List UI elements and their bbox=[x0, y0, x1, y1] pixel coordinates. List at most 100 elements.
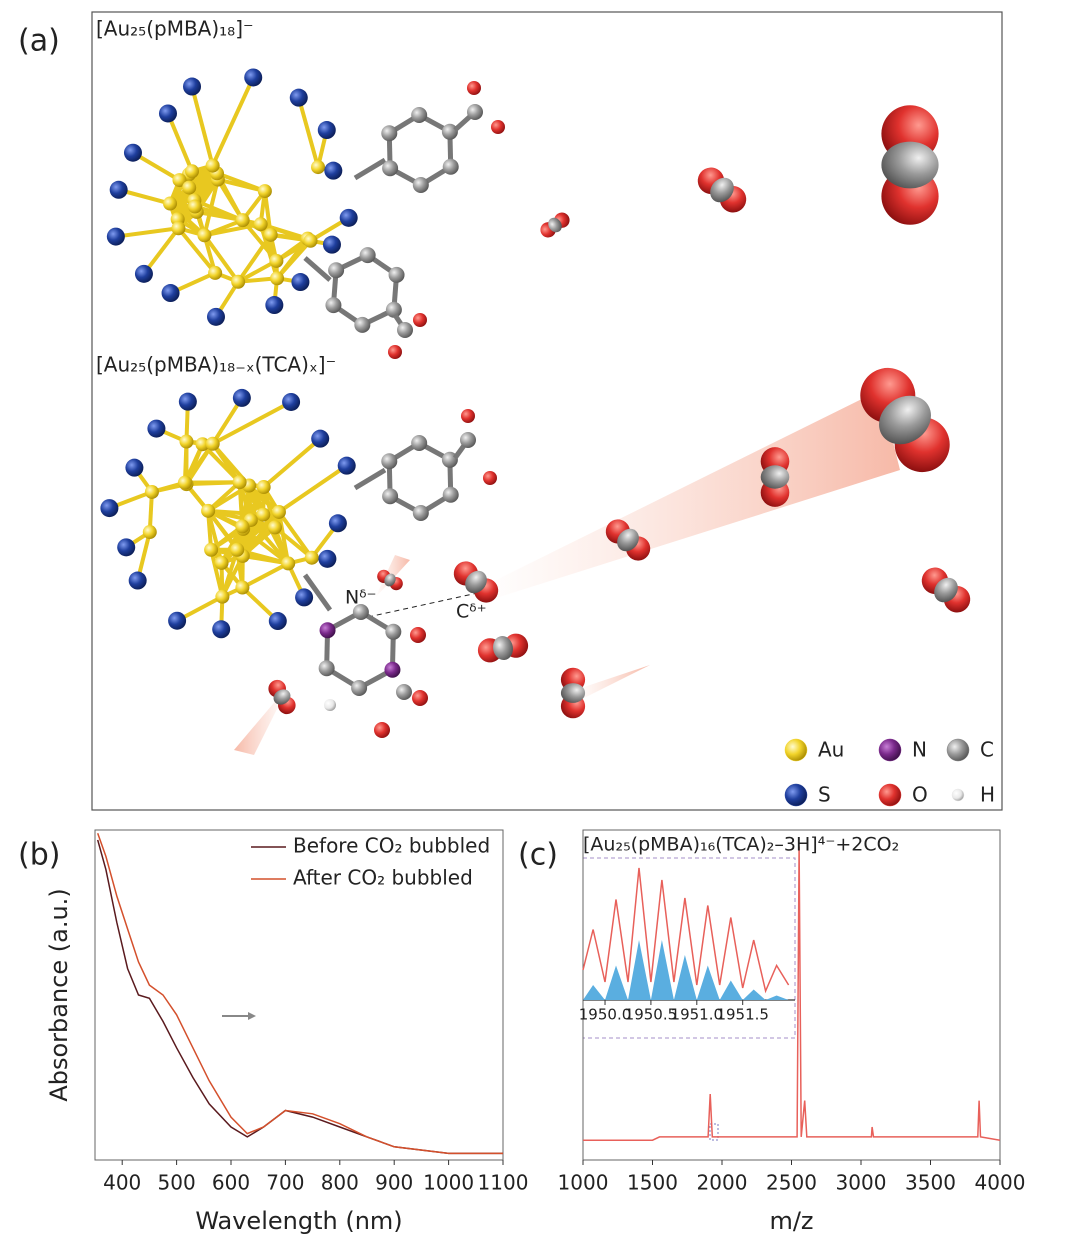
x-tick-label: 400 bbox=[103, 1171, 141, 1195]
atom-s bbox=[329, 514, 347, 532]
atom bbox=[354, 317, 370, 333]
chart-title: [Au₂₅(pMBA)₁₆(TCA)₂–3H]⁴⁻+2CO₂ bbox=[583, 834, 899, 856]
atom-s bbox=[117, 538, 135, 556]
legend-swatch bbox=[952, 789, 964, 801]
atom-s bbox=[323, 236, 341, 254]
panel-label: (c) bbox=[518, 838, 558, 873]
atom-au bbox=[185, 164, 199, 178]
x-tick-label: 2500 bbox=[766, 1171, 817, 1195]
atom-s bbox=[290, 89, 308, 107]
bond bbox=[299, 98, 318, 167]
atom bbox=[374, 722, 390, 738]
bond bbox=[192, 87, 213, 166]
motion-trail bbox=[480, 390, 900, 600]
atom bbox=[413, 505, 429, 521]
atom bbox=[413, 313, 427, 327]
atom-au bbox=[256, 508, 270, 522]
x-tick-label: 500 bbox=[158, 1171, 196, 1195]
x-tick-label: 800 bbox=[321, 1171, 359, 1195]
atom-s bbox=[269, 612, 287, 630]
co2 bbox=[916, 562, 975, 618]
atom-au bbox=[215, 556, 229, 570]
atom-au bbox=[304, 234, 318, 248]
atom bbox=[491, 120, 505, 134]
x-tick-label: 3500 bbox=[905, 1171, 956, 1195]
x-tick-label: 1000 bbox=[423, 1171, 474, 1195]
legend-label: S bbox=[818, 783, 831, 807]
area bbox=[583, 940, 789, 1000]
x-tick-label: 1951.5 bbox=[716, 1006, 769, 1024]
atom-s bbox=[179, 393, 197, 411]
molecular-art bbox=[100, 68, 975, 755]
panel-label: (b) bbox=[18, 838, 60, 873]
atom-s bbox=[318, 121, 336, 139]
x-tick-label: 1500 bbox=[627, 1171, 678, 1195]
legend-swatch bbox=[879, 784, 901, 806]
x-axis-label: m/z bbox=[769, 1207, 813, 1235]
legend-swatch bbox=[785, 739, 807, 761]
atom-s bbox=[162, 284, 180, 302]
atom-s bbox=[159, 104, 177, 122]
atom bbox=[443, 159, 459, 175]
motion-trail bbox=[575, 665, 650, 700]
atom bbox=[411, 107, 427, 123]
atom-s bbox=[168, 612, 186, 630]
atom bbox=[384, 662, 400, 678]
atom-s bbox=[135, 265, 153, 283]
atom bbox=[386, 302, 402, 318]
x-tick-label: 1950.5 bbox=[625, 1006, 678, 1024]
atom-au bbox=[281, 556, 295, 570]
atom-au bbox=[188, 200, 202, 214]
y-axis-label: Absorbance (a.u.) bbox=[45, 888, 73, 1101]
x-tick-label: 3000 bbox=[836, 1171, 887, 1195]
atom-c bbox=[761, 465, 790, 488]
bond bbox=[279, 466, 347, 512]
x-tick-label: 700 bbox=[266, 1171, 304, 1195]
atom bbox=[483, 471, 497, 485]
atom-au bbox=[171, 221, 185, 235]
atom-au bbox=[236, 213, 250, 227]
atom bbox=[381, 453, 397, 469]
atom-au bbox=[254, 217, 268, 231]
atom-s bbox=[212, 620, 230, 638]
bond bbox=[355, 160, 385, 178]
atom-au bbox=[178, 476, 192, 490]
atom bbox=[411, 435, 427, 451]
x-tick-label: 900 bbox=[375, 1171, 413, 1195]
atom-s bbox=[318, 550, 336, 568]
atom bbox=[443, 487, 459, 503]
atom-au bbox=[235, 519, 249, 533]
atom-au bbox=[206, 437, 220, 451]
x-tick-label: 1951.0 bbox=[671, 1006, 724, 1024]
atom-au bbox=[233, 475, 247, 489]
atom-au bbox=[235, 581, 249, 595]
x-tick-label: 1950.0 bbox=[579, 1006, 632, 1024]
atom bbox=[442, 124, 458, 140]
atom-s bbox=[107, 228, 125, 246]
atom bbox=[388, 345, 402, 359]
atom-s bbox=[129, 572, 147, 590]
legend-label: Before CO₂ bubbled bbox=[293, 834, 490, 858]
atom bbox=[324, 699, 336, 711]
bond bbox=[355, 470, 385, 488]
atom-c bbox=[881, 142, 938, 189]
legend-swatch bbox=[879, 739, 901, 761]
atom-au bbox=[182, 181, 196, 195]
atom bbox=[382, 488, 398, 504]
atom-au bbox=[206, 159, 220, 173]
atom-au bbox=[231, 275, 245, 289]
atom-s bbox=[282, 393, 300, 411]
atom bbox=[460, 432, 476, 448]
atom-au bbox=[264, 228, 278, 242]
atom bbox=[360, 247, 376, 263]
bond bbox=[213, 77, 254, 165]
atom bbox=[328, 262, 344, 278]
atom bbox=[396, 684, 412, 700]
co2 bbox=[537, 209, 572, 240]
legend-label: H bbox=[980, 783, 995, 807]
atom-au bbox=[197, 228, 211, 242]
atom-au bbox=[179, 435, 193, 449]
